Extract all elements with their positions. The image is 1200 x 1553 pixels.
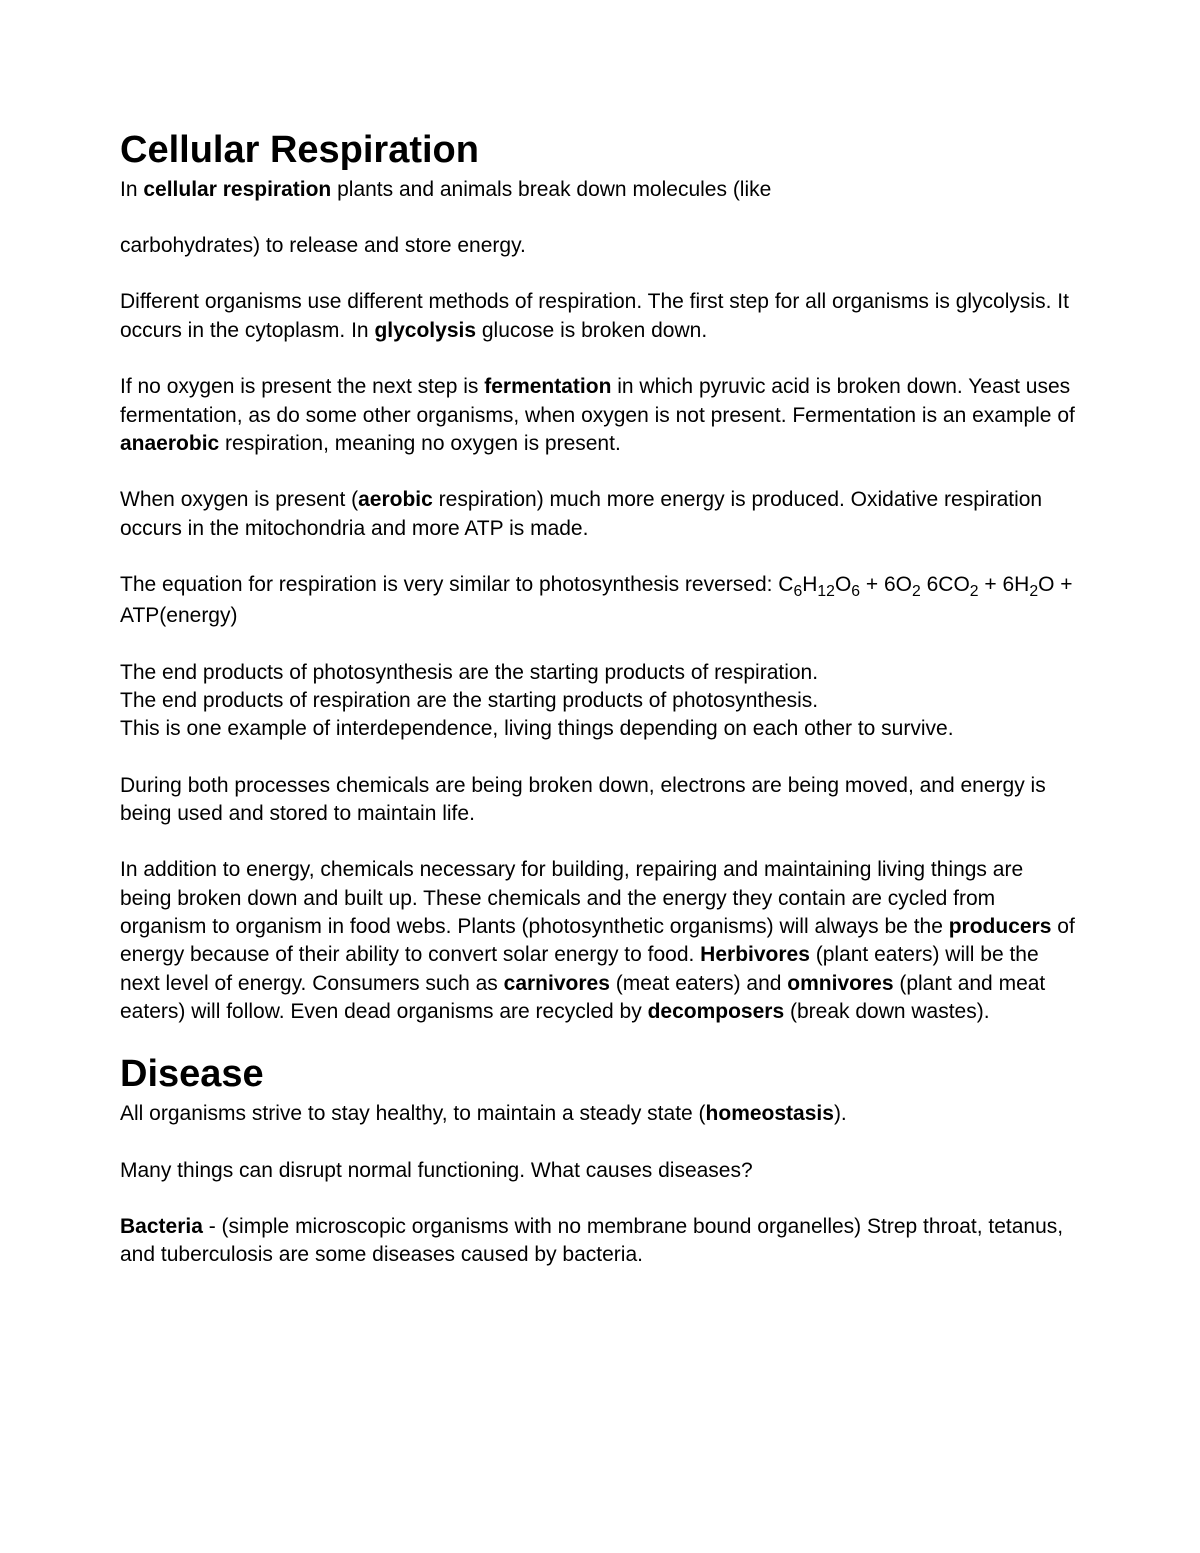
- bold-term: Bacteria: [120, 1215, 203, 1238]
- text: + 6O: [860, 573, 912, 596]
- bold-term: decomposers: [648, 1000, 785, 1023]
- text: 6CO: [921, 573, 970, 596]
- text: In addition to energy, chemicals necessa…: [120, 858, 1023, 938]
- paragraph: Bacteria - (simple microscopic organisms…: [120, 1213, 1080, 1270]
- text: respiration, meaning no oxygen is presen…: [219, 432, 621, 455]
- subscript: 2: [1029, 583, 1038, 600]
- paragraph: carbohydrates) to release and store ener…: [120, 232, 1080, 260]
- text: carbohydrates) to release and store ener…: [120, 234, 526, 257]
- text: glucose is broken down.: [476, 319, 707, 342]
- subscript: 6: [793, 583, 802, 600]
- bold-term: cellular respiration: [143, 178, 331, 201]
- text: plants and animals break down molecules …: [331, 178, 771, 201]
- heading-disease: Disease: [120, 1054, 1080, 1096]
- paragraph: Different organisms use different method…: [120, 288, 1080, 345]
- text: - (simple microscopic organisms with no …: [120, 1215, 1063, 1266]
- text: The end products of respiration are the …: [120, 689, 818, 712]
- text: Many things can disrupt normal functioni…: [120, 1159, 753, 1182]
- paragraph: All organisms strive to stay healthy, to…: [120, 1100, 1080, 1128]
- bold-term: carnivores: [504, 972, 610, 995]
- bold-term: aerobic: [358, 488, 433, 511]
- text: During both processes chemicals are bein…: [120, 774, 1046, 825]
- bold-term: fermentation: [484, 375, 611, 398]
- paragraph: During both processes chemicals are bein…: [120, 772, 1080, 829]
- text: If no oxygen is present the next step is: [120, 375, 484, 398]
- subscript: 2: [970, 583, 979, 600]
- text: In: [120, 178, 143, 201]
- text: The equation for respiration is very sim…: [120, 573, 793, 596]
- paragraph: In cellular respiration plants and anima…: [120, 176, 1080, 204]
- text: When oxygen is present (: [120, 488, 358, 511]
- bold-term: anaerobic: [120, 432, 219, 455]
- text: + 6H: [979, 573, 1030, 596]
- text: (meat eaters) and: [610, 972, 787, 995]
- text: H: [802, 573, 817, 596]
- text: The end products of photosynthesis are t…: [120, 661, 818, 684]
- text: ).: [834, 1102, 847, 1125]
- text: All organisms strive to stay healthy, to…: [120, 1102, 706, 1125]
- paragraph: When oxygen is present (aerobic respirat…: [120, 486, 1080, 543]
- bold-term: homeostasis: [706, 1102, 834, 1125]
- document-page: Cellular Respiration In cellular respira…: [0, 0, 1200, 1553]
- heading-cellular-respiration: Cellular Respiration: [120, 130, 1080, 172]
- paragraph: In addition to energy, chemicals necessa…: [120, 856, 1080, 1026]
- subscript: 12: [817, 583, 835, 600]
- text: This is one example of interdependence, …: [120, 717, 954, 740]
- paragraph: The end products of photosynthesis are t…: [120, 659, 1080, 744]
- paragraph: If no oxygen is present the next step is…: [120, 373, 1080, 458]
- paragraph: Many things can disrupt normal functioni…: [120, 1157, 1080, 1185]
- text: O: [835, 573, 851, 596]
- bold-term: producers: [949, 915, 1052, 938]
- subscript: 2: [912, 583, 921, 600]
- text: (break down wastes).: [784, 1000, 989, 1023]
- subscript: 6: [851, 583, 860, 600]
- bold-term: glycolysis: [374, 319, 476, 342]
- bold-term: omnivores: [787, 972, 893, 995]
- paragraph-equation: The equation for respiration is very sim…: [120, 571, 1080, 631]
- bold-term: Herbivores: [700, 943, 810, 966]
